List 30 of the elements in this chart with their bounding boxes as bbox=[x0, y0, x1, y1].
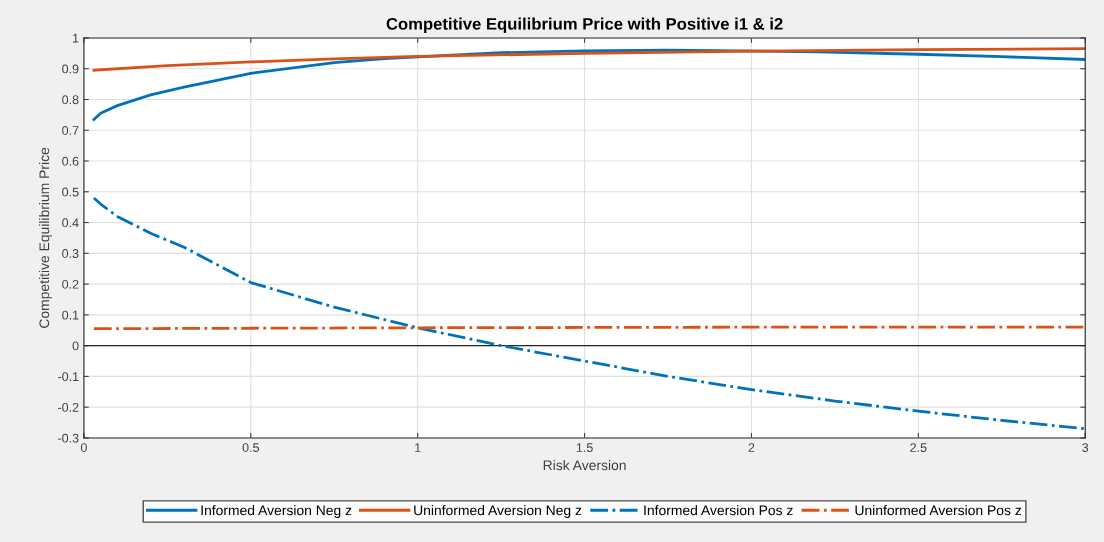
y-tick-label: 0.6 bbox=[62, 156, 79, 166]
legend-label: Informed Aversion Neg z bbox=[201, 505, 352, 518]
x-tick-label: 3 bbox=[1082, 443, 1089, 452]
x-tick-label: 0.5 bbox=[242, 443, 259, 452]
y-tick-label: 1 bbox=[73, 33, 79, 43]
y-tick-label: -0.1 bbox=[58, 372, 79, 382]
x-tick-label: 2.5 bbox=[910, 443, 927, 452]
y-tick-label: -0.2 bbox=[58, 402, 79, 412]
y-tick-label: 0.1 bbox=[62, 310, 79, 320]
y-tick-label: 0.9 bbox=[62, 64, 79, 74]
y-tick-label: 0.2 bbox=[62, 279, 79, 289]
x-tick-label: 1 bbox=[415, 443, 421, 452]
x-axis-title: Risk Aversion bbox=[543, 460, 626, 471]
y-tick-label: 0.7 bbox=[62, 126, 79, 135]
chart-title: Competitive Equilibrium Price with Positive i1 & i2 bbox=[386, 17, 783, 34]
y-axis-title: Competitive Equilibrium Price bbox=[39, 147, 52, 328]
x-tick-label: 0 bbox=[80, 443, 87, 452]
y-tick-label: -0.3 bbox=[58, 433, 79, 443]
line-series bbox=[92, 47, 1086, 72]
line-series bbox=[92, 196, 1086, 431]
y-tick-label: 0 bbox=[72, 341, 79, 351]
y-tick-label: 0.4 bbox=[62, 218, 79, 228]
x-tick-label: 2 bbox=[748, 443, 755, 452]
legend-label: Informed Aversion Pos z bbox=[644, 505, 793, 516]
legend-label: Uninformed Aversion Pos z bbox=[855, 505, 1022, 516]
x-tick-label: 1.5 bbox=[576, 443, 593, 452]
y-tick-label: 0.3 bbox=[62, 249, 79, 258]
legend-label: Uninformed Aversion Neg z bbox=[414, 505, 582, 518]
y-tick-label: 0.5 bbox=[62, 187, 79, 197]
y-tick-label: 0.8 bbox=[62, 95, 79, 105]
